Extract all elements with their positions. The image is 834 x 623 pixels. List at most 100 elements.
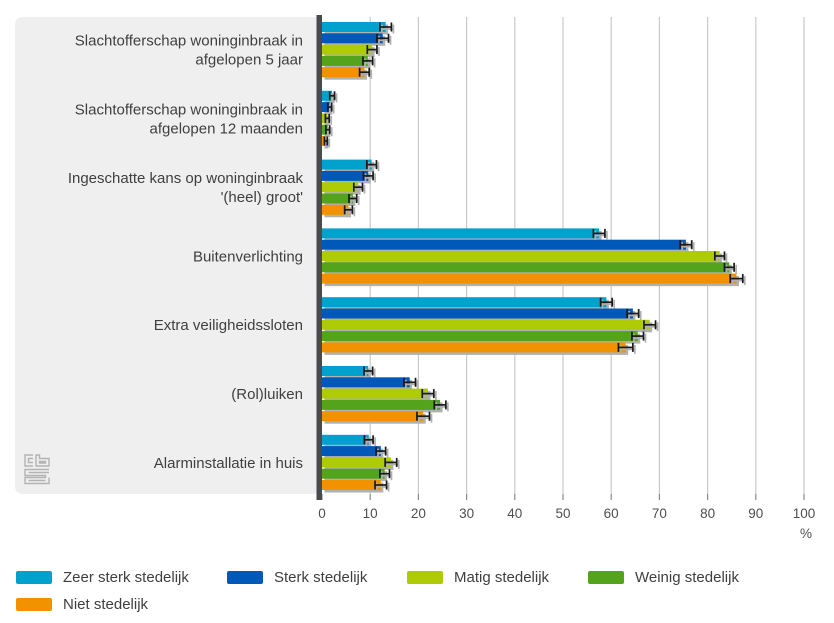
- error-bar: [325, 125, 331, 135]
- bar: [322, 377, 410, 388]
- axis-unit-label: %: [800, 526, 812, 541]
- error-bar: [729, 274, 744, 284]
- category-label: Alarminstallatie in huis: [154, 455, 303, 472]
- bar: [322, 67, 365, 78]
- bar: [322, 228, 600, 239]
- bar: [322, 388, 429, 399]
- bar: [322, 319, 650, 330]
- bar-group: [322, 228, 746, 287]
- error-bar: [416, 411, 431, 421]
- error-bar: [403, 377, 417, 387]
- bar-group: [322, 297, 659, 355]
- error-bar: [679, 240, 693, 250]
- axis-tick-label: 10: [363, 506, 378, 521]
- bar: [322, 239, 686, 250]
- legend-item: Weinig stedelijk: [588, 568, 739, 586]
- axis-tick-label: 80: [700, 506, 715, 521]
- legend-item: Zeer sterk stedelijk: [16, 568, 189, 586]
- legend-swatch: [588, 570, 624, 584]
- error-bar: [378, 22, 393, 32]
- error-bar: [631, 331, 645, 341]
- error-bar: [358, 67, 371, 77]
- error-bar: [343, 205, 354, 215]
- legend-item: Niet stedelijk: [16, 595, 149, 613]
- bar: [322, 33, 383, 44]
- bar: [322, 399, 441, 410]
- bar: [322, 193, 353, 204]
- category-label: Ingeschatte kans op woninginbraak '(heel)…: [68, 170, 304, 206]
- legend-item: Sterk stedelijk: [227, 568, 368, 586]
- axis-tick-label: 0: [318, 506, 326, 521]
- error-bar: [328, 91, 336, 101]
- axis-tick-label: 30: [459, 506, 474, 521]
- chart-legend: Zeer sterk stedelijk Sterk stedelijk Matig…: [0, 545, 834, 623]
- legend-label: Matig stedelijk: [454, 568, 550, 586]
- bar: [322, 55, 368, 66]
- error-bar: [352, 182, 364, 192]
- cbs-logo: [24, 454, 50, 485]
- category-label: Slachtofferschap woninginbraak in afgelop…: [75, 101, 303, 137]
- bar: [322, 480, 381, 490]
- bar: [322, 124, 328, 135]
- bar-group: [322, 22, 395, 80]
- legend-label: Niet stedelijk: [63, 595, 149, 613]
- axis-tick-label: 20: [411, 506, 426, 521]
- category-label: Extra veiligheidssloten: [154, 317, 303, 334]
- legend-swatch: [16, 597, 52, 611]
- error-bar: [374, 480, 388, 490]
- legend-swatch: [407, 570, 443, 584]
- error-bar: [323, 136, 329, 146]
- bar: [322, 44, 373, 55]
- bar: [322, 262, 730, 273]
- legend-item: Matig stedelijk: [407, 568, 550, 586]
- error-bar: [348, 194, 358, 203]
- bar: [322, 273, 737, 284]
- legend-label: Zeer sterk stedelijk: [63, 568, 189, 586]
- axis-tick-label: 50: [555, 506, 570, 521]
- error-bar: [433, 400, 447, 410]
- bar: [322, 170, 369, 181]
- bar: [322, 297, 607, 308]
- legend-label: Weinig stedelijk: [635, 568, 739, 586]
- legend-swatch: [227, 570, 263, 584]
- category-label: (Rol)luiken: [231, 386, 303, 403]
- error-bar: [626, 309, 640, 318]
- bar: [322, 342, 626, 353]
- error-bar: [365, 160, 378, 170]
- bar: [322, 251, 720, 261]
- bar: [322, 446, 381, 457]
- bar: [322, 366, 369, 376]
- error-bar: [723, 262, 735, 272]
- legend-label: Sterk stedelijk: [274, 568, 368, 586]
- error-bar: [366, 45, 378, 55]
- bar: [322, 102, 330, 113]
- legend-swatch: [16, 570, 52, 584]
- category-label: Slachtofferschap woninginbraak in afgelop…: [75, 33, 303, 69]
- error-bar: [421, 389, 435, 399]
- bar-group: [322, 366, 449, 424]
- bar: [322, 204, 349, 215]
- error-bar: [384, 457, 398, 467]
- error-bar: [363, 366, 374, 376]
- axis-tick-label: 60: [604, 506, 619, 521]
- error-bar: [362, 171, 374, 181]
- bar: [322, 331, 638, 342]
- error-bar: [713, 251, 726, 261]
- bar: [322, 90, 333, 101]
- error-bar: [362, 56, 374, 66]
- bar: [322, 22, 386, 32]
- axis-tick-label: 100: [793, 506, 816, 521]
- bar: [322, 182, 359, 193]
- error-bar: [643, 320, 657, 330]
- bar: [322, 411, 424, 422]
- error-bar: [592, 228, 606, 238]
- axis-baseline: [316, 15, 322, 500]
- bar-group: [322, 434, 400, 493]
- category-label-panel: [15, 17, 322, 494]
- bar: [322, 434, 369, 445]
- category-label: Buitenverlichting: [193, 248, 303, 265]
- axis-tick-label: 40: [507, 506, 522, 521]
- error-bar: [376, 33, 390, 43]
- bar: [322, 159, 372, 170]
